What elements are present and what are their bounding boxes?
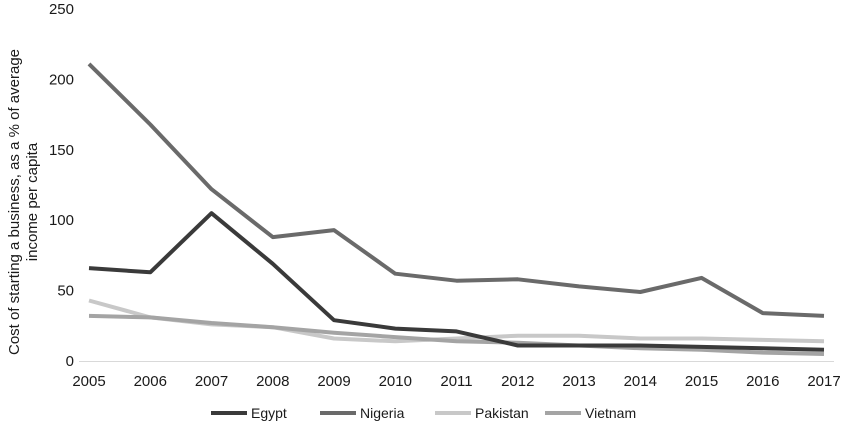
y-axis-label-line-2: income per capita <box>24 142 41 261</box>
y-tick-label: 150 <box>49 142 74 159</box>
y-tick-labels: 0 50 100 150 200 250 <box>49 1 74 370</box>
y-tick-label: 250 <box>49 1 74 18</box>
y-tick-label: 0 <box>66 353 74 370</box>
x-tick-label: 2010 <box>379 373 412 390</box>
x-tick-label: 2009 <box>317 373 350 390</box>
x-tick-label: 2011 <box>440 373 472 390</box>
x-tick-label: 2017 <box>807 373 840 390</box>
x-tick-label: 2005 <box>72 373 105 390</box>
series-line-nigeria <box>87 62 825 318</box>
y-tick-label: 50 <box>57 283 74 300</box>
x-tick-label: 2013 <box>562 373 595 390</box>
x-tick-label: 2006 <box>134 373 167 390</box>
y-axis-label-line-1: Cost of starting a business, as a % of a… <box>6 49 23 355</box>
y-axis-label: Cost of starting a business, as a % of a… <box>6 49 41 355</box>
y-tick-label: 100 <box>49 212 74 229</box>
y-tick-label: 200 <box>49 71 74 88</box>
series-line-vietnam <box>88 313 825 356</box>
x-tick-label: 2007 <box>195 373 228 390</box>
series-lines <box>87 62 825 356</box>
series-line-egypt <box>88 211 825 352</box>
legend: Egypt Nigeria Pakistan Vietnam <box>211 405 636 421</box>
legend-label-pakistan: Pakistan <box>475 405 529 421</box>
x-tick-labels: 2005 2006 2007 2008 2009 2010 2011 2012 2013 2014… <box>72 373 840 390</box>
x-tick-label: 2016 <box>746 373 779 390</box>
x-tick-label: 2015 <box>685 373 718 390</box>
x-tick-label: 2008 <box>256 373 289 390</box>
legend-label-nigeria: Nigeria <box>360 405 405 421</box>
legend-label-vietnam: Vietnam <box>585 405 636 421</box>
legend-label-egypt: Egypt <box>251 405 287 421</box>
x-tick-label: 2012 <box>501 373 534 390</box>
x-tick-label: 2014 <box>624 373 657 390</box>
